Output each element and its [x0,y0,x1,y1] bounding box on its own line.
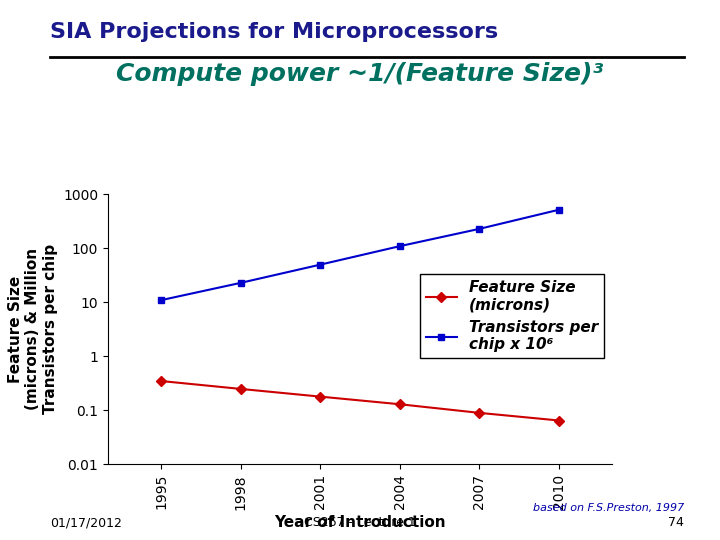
Text: 01/17/2012: 01/17/2012 [50,516,122,529]
Feature Size
(microns) [157,378,166,384]
Transistors per
chip x 10⁶ [316,261,325,268]
Text: based on F.S.Preston, 1997: based on F.S.Preston, 1997 [533,503,684,513]
X-axis label: Year of Introduction: Year of Introduction [274,515,446,530]
Transistors per
chip x 10⁶ [554,206,563,213]
Legend: Feature Size
(microns), Transistors per
chip x 10⁶: Feature Size (microns), Transistors per … [420,274,604,358]
Feature Size
(microns) [475,410,484,416]
Feature Size
(microns) [554,417,563,424]
Text: Compute power ~1/(Feature Size)³: Compute power ~1/(Feature Size)³ [117,62,603,86]
Text: CS267 - Lecture 1: CS267 - Lecture 1 [304,516,416,529]
Y-axis label: Feature Size
(microns) & Million
Transistors per chip: Feature Size (microns) & Million Transis… [8,244,58,415]
Transistors per
chip x 10⁶ [236,280,245,286]
Feature Size
(microns) [316,393,325,400]
Text: 74: 74 [668,516,684,529]
Text: SIA Projections for Microprocessors: SIA Projections for Microprocessors [50,22,498,42]
Feature Size
(microns) [395,401,404,408]
Transistors per
chip x 10⁶ [395,243,404,249]
Transistors per
chip x 10⁶ [475,226,484,232]
Feature Size
(microns) [236,386,245,392]
Transistors per
chip x 10⁶ [157,297,166,303]
Line: Transistors per
chip x 10⁶: Transistors per chip x 10⁶ [158,206,562,303]
Line: Feature Size
(microns): Feature Size (microns) [158,377,562,424]
